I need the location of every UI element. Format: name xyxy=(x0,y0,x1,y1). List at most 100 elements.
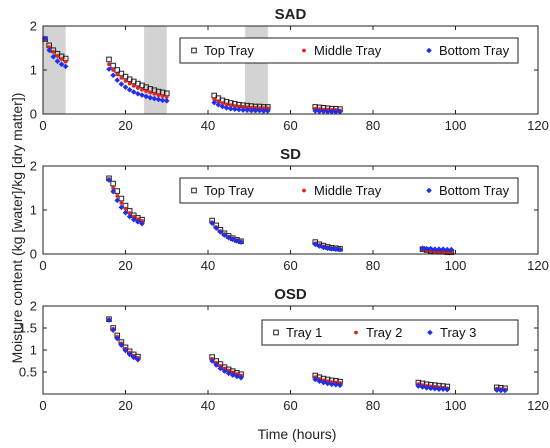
data-point xyxy=(130,89,137,95)
data-point xyxy=(59,57,64,61)
x-tick-label: 60 xyxy=(283,118,297,133)
data-point xyxy=(234,373,240,380)
legend-label: Top Tray xyxy=(204,43,254,58)
data-point xyxy=(122,84,129,90)
data-point xyxy=(111,68,116,72)
x-axis-label: Time (hours) xyxy=(258,426,337,442)
data-point xyxy=(110,72,116,79)
data-point xyxy=(432,246,438,252)
data-point xyxy=(436,246,442,252)
data-point xyxy=(328,245,335,252)
legend-label: Middle Tray xyxy=(314,183,382,198)
y-tick-label: 2 xyxy=(30,299,37,314)
data-point xyxy=(448,246,455,253)
panel-title: SAD xyxy=(275,6,307,23)
x-tick-label: 0 xyxy=(39,398,46,413)
data-point xyxy=(241,105,245,109)
x-tick-label: 100 xyxy=(445,258,467,273)
legend-marker xyxy=(302,188,306,193)
y-tick-label: 2 xyxy=(30,19,37,34)
data-point xyxy=(110,62,116,69)
data-point xyxy=(140,87,144,92)
data-point xyxy=(216,99,221,104)
data-point xyxy=(127,81,132,86)
data-point xyxy=(164,94,169,99)
data-point xyxy=(324,380,331,387)
data-point xyxy=(118,204,125,211)
data-point xyxy=(217,229,224,235)
legend-box xyxy=(179,177,519,204)
data-point xyxy=(423,245,430,252)
data-point xyxy=(324,109,331,115)
y-tick-label: 1 xyxy=(30,63,37,78)
data-point xyxy=(211,99,217,106)
data-point xyxy=(163,98,170,104)
data-point xyxy=(337,109,343,115)
data-point xyxy=(148,90,153,95)
data-point xyxy=(58,61,65,68)
x-tick-label: 40 xyxy=(201,258,215,273)
data-point xyxy=(126,87,133,93)
data-point xyxy=(152,91,157,96)
panel-title: SD xyxy=(280,146,301,163)
data-point xyxy=(432,385,438,392)
data-point xyxy=(440,386,446,392)
panel-sad: SAD 0 20 40 60 80 100 120 0 1 2 Top Tray Middle Tray… xyxy=(30,6,549,133)
x-tick-label: 80 xyxy=(366,118,380,133)
y-tick-label: 1 xyxy=(30,203,37,218)
data-point xyxy=(225,234,232,241)
x-tick-label: 100 xyxy=(445,118,467,133)
data-point xyxy=(312,376,319,383)
y-axis-label: Moisture content (kg [water]/kg [dry mat… xyxy=(9,93,25,364)
legend-label: Tray 3 xyxy=(440,325,476,340)
data-point xyxy=(337,246,343,253)
data-point xyxy=(333,381,339,388)
data-point xyxy=(62,63,69,70)
x-tick-label: 0 xyxy=(39,118,46,133)
data-point xyxy=(248,107,255,114)
data-point xyxy=(123,206,128,211)
data-point xyxy=(135,90,141,97)
data-point xyxy=(159,97,166,104)
data-point xyxy=(316,378,323,385)
data-point xyxy=(54,58,61,64)
data-point xyxy=(114,77,121,83)
data-point xyxy=(143,93,149,100)
x-tick-label: 120 xyxy=(527,118,549,133)
x-tick-label: 120 xyxy=(527,398,549,413)
data-point xyxy=(110,180,116,187)
series-tray-3 xyxy=(106,317,508,394)
data-point xyxy=(135,219,141,225)
data-point xyxy=(118,195,125,202)
x-tick-label: 0 xyxy=(39,258,46,273)
x-tick-label: 40 xyxy=(201,118,215,133)
data-point xyxy=(333,246,339,252)
data-point xyxy=(444,386,451,393)
data-point xyxy=(498,387,504,394)
legend: Top Tray Middle Tray Bottom Tray xyxy=(179,37,519,64)
data-point xyxy=(111,186,116,190)
data-point xyxy=(221,232,228,238)
x-tick-label: 40 xyxy=(201,398,215,413)
legend-label: Top Tray xyxy=(204,183,254,198)
data-point xyxy=(212,97,217,101)
x-tick-label: 120 xyxy=(527,258,549,273)
data-point xyxy=(155,96,162,103)
data-point xyxy=(47,45,52,50)
data-point xyxy=(115,194,120,198)
data-point xyxy=(234,238,240,244)
data-point xyxy=(493,387,500,393)
x-tick-label: 80 xyxy=(366,398,380,413)
data-point xyxy=(115,72,120,77)
data-point xyxy=(118,70,125,77)
x-tick-label: 20 xyxy=(118,398,132,413)
data-point xyxy=(423,385,430,391)
data-point xyxy=(209,220,215,226)
data-point xyxy=(220,101,225,105)
data-point xyxy=(419,384,426,390)
data-point xyxy=(135,356,141,363)
legend-marker xyxy=(426,47,432,54)
data-point xyxy=(227,105,234,112)
legend-marker xyxy=(354,330,358,335)
legend-marker xyxy=(273,329,279,336)
